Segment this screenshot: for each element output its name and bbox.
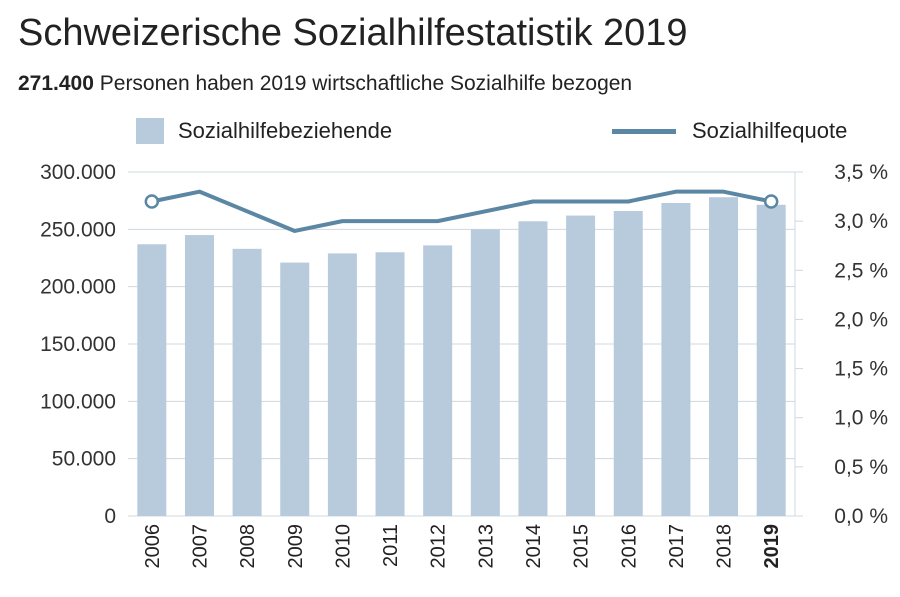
- bar: [232, 248, 262, 516]
- chart-subtitle: 271.400 Personen haben 2019 wirtschaftli…: [18, 72, 632, 96]
- legend-swatch-bars: [136, 118, 164, 144]
- chart-title: Schweizerische Sozialhilfestatistik 2019: [18, 12, 688, 54]
- right-axis-tick-label: 0,0 %: [834, 505, 888, 528]
- bar: [280, 262, 310, 516]
- legend-label-line: Sozialhilfequote: [692, 118, 848, 143]
- legend-item-line: Sozialhilfequote: [612, 116, 847, 146]
- x-axis-tick-label: 2017: [666, 524, 688, 569]
- x-axis-tick-label: 2012: [428, 524, 450, 569]
- left-axis-tick-label: 250.000: [40, 218, 116, 241]
- x-axis-tick-label: 2007: [189, 524, 211, 569]
- right-axis-tick-label: 2,0 %: [834, 308, 888, 331]
- bar: [137, 244, 167, 517]
- x-axis-tick-label: 2008: [237, 524, 259, 569]
- line-point: [144, 194, 160, 209]
- right-axis-tick-label: 2,5 %: [834, 259, 888, 282]
- bar: [470, 229, 500, 517]
- legend-label-bars: Sozialhilfebeziehende: [178, 118, 393, 143]
- right-axis-tick-label: 1,5 %: [834, 358, 888, 381]
- x-axis-tick-label: 2019: [761, 524, 783, 569]
- subtitle-number: 271.400: [18, 72, 94, 95]
- left-axis-tick-label: 200.000: [40, 276, 116, 299]
- right-axis-tick-label: 0,5 %: [834, 456, 888, 479]
- x-axis-tick-label: 2009: [285, 524, 307, 569]
- line-series: [151, 189, 772, 233]
- bar: [518, 221, 548, 516]
- bar: [184, 235, 214, 517]
- line-point: [763, 194, 779, 209]
- legend-swatch-line: [612, 128, 676, 134]
- x-axis-tick-label: 2018: [714, 524, 736, 569]
- right-axis-tick-label: 3,0 %: [834, 210, 888, 233]
- x-axis-tick-label: 2011: [380, 524, 402, 567]
- left-axis-tick-label: 150.000: [40, 333, 116, 356]
- bar: [375, 252, 405, 516]
- subtitle-text: Personen haben 2019 wirtschaftliche Sozi…: [93, 72, 633, 95]
- x-axis-tick-label: 2016: [618, 524, 640, 569]
- x-axis-tick-label: 2015: [571, 524, 593, 569]
- x-axis-tick-label: 2006: [142, 524, 164, 569]
- left-axis-tick-label: 100.000: [40, 390, 116, 413]
- left-axis-tick-label: 50.000: [52, 448, 116, 471]
- left-axis-tick-label: 0: [104, 505, 116, 528]
- bar: [327, 253, 357, 516]
- x-axis-tick-label: 2013: [475, 524, 497, 569]
- bar: [566, 215, 596, 516]
- bar: [423, 245, 453, 517]
- bar: [756, 204, 786, 516]
- legend-item-bars: Sozialhilfebeziehende: [136, 116, 392, 146]
- right-axis-tick-label: 3,5 %: [834, 161, 888, 184]
- x-axis-tick-label: 2010: [332, 524, 354, 569]
- bar: [709, 197, 739, 516]
- right-axis-tick-label: 1,0 %: [834, 407, 888, 430]
- left-axis-tick-label: 300.000: [40, 161, 116, 184]
- bar: [613, 210, 643, 516]
- x-axis-tick-label: 2014: [523, 524, 545, 569]
- bar: [661, 202, 691, 516]
